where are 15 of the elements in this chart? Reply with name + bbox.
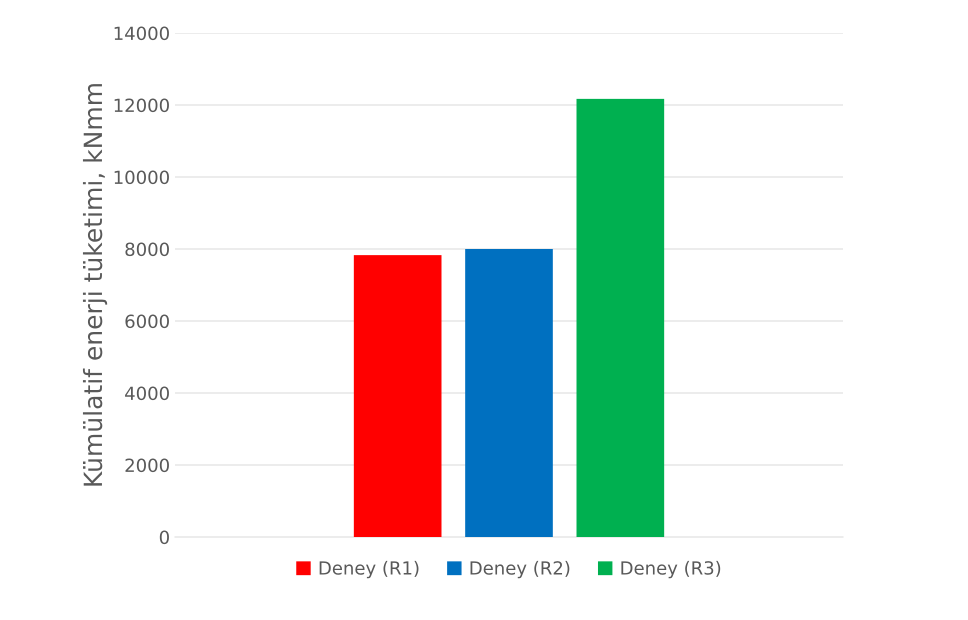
y-tick-label: 12000	[114, 98, 169, 112]
y-tick-label: 14000	[114, 26, 169, 40]
legend-label: Deney (R2)	[470, 560, 570, 578]
bar	[354, 255, 442, 537]
bar	[576, 98, 664, 537]
legend-label: Deney (R1)	[320, 560, 418, 578]
y-tick-label: 10000	[114, 170, 169, 184]
y-tick-label: 0	[160, 530, 169, 544]
y-tick-label: 8000	[125, 242, 169, 256]
y-axis-title: Kümülatif enerji tüketimi, kNmm	[82, 84, 108, 486]
y-tick-label: 6000	[125, 314, 169, 328]
y-tick-label: 4000	[125, 386, 169, 400]
y-tick-label: 2000	[126, 458, 169, 472]
bar	[465, 249, 553, 537]
legend-label: Deney (R3)	[621, 560, 720, 578]
